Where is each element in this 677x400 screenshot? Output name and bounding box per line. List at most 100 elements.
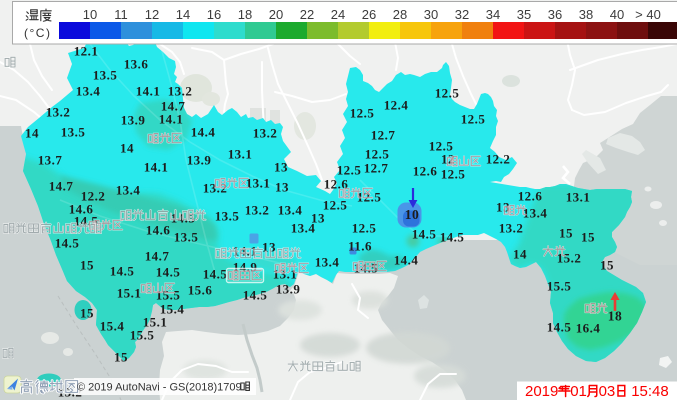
svg-text:11: 11 [114, 7, 128, 22]
svg-text:13: 13 [496, 200, 510, 215]
svg-text:14.5: 14.5 [110, 264, 135, 279]
svg-text:13.7: 13.7 [38, 153, 63, 168]
svg-text:13: 13 [275, 180, 289, 195]
svg-text:12.2: 12.2 [486, 152, 511, 167]
svg-text:01: 01 [570, 383, 587, 400]
svg-text:32: 32 [455, 7, 469, 22]
svg-text:15.4: 15.4 [160, 302, 185, 317]
svg-text:13: 13 [311, 211, 325, 226]
svg-text:38: 38 [579, 7, 593, 22]
svg-text:(°C): (°C) [24, 26, 51, 40]
svg-text:15.1: 15.1 [117, 286, 142, 301]
svg-text:13.1: 13.1 [566, 190, 591, 205]
svg-text:13.5: 13.5 [215, 209, 240, 224]
svg-text:14.6: 14.6 [69, 202, 94, 217]
svg-text:16.4: 16.4 [576, 321, 601, 336]
svg-text:14: 14 [25, 126, 39, 141]
svg-text:22: 22 [300, 7, 314, 22]
svg-text:14.5: 14.5 [55, 236, 80, 251]
svg-text:13.9: 13.9 [187, 153, 212, 168]
svg-text:13: 13 [262, 240, 276, 255]
svg-text:14.7: 14.7 [49, 179, 74, 194]
svg-text:12.6: 12.6 [518, 189, 543, 204]
svg-text:© 2019 AutoNavi - GS(2018)1709: © 2019 AutoNavi - GS(2018)1709 [77, 382, 242, 394]
svg-text:15: 15 [559, 226, 573, 241]
svg-text:10: 10 [405, 207, 419, 222]
svg-text:14.5: 14.5 [440, 230, 465, 245]
svg-text:13.2: 13.2 [499, 221, 524, 236]
svg-text:15.5: 15.5 [130, 328, 155, 343]
svg-text:14: 14 [120, 141, 134, 156]
svg-text:15: 15 [581, 230, 595, 245]
svg-text:18: 18 [608, 309, 622, 324]
svg-text:15.6: 15.6 [188, 283, 213, 298]
svg-text:14.1: 14.1 [144, 160, 169, 175]
svg-text:14.5: 14.5 [156, 265, 181, 280]
svg-text:03: 03 [599, 383, 616, 400]
svg-text:13.4: 13.4 [278, 203, 303, 218]
svg-text:14: 14 [176, 7, 190, 22]
svg-text:14.5: 14.5 [203, 267, 228, 282]
svg-text:12.5: 12.5 [323, 198, 348, 213]
svg-text:12.5: 12.5 [352, 221, 377, 236]
svg-text:12.5: 12.5 [435, 86, 460, 101]
svg-text:13.1: 13.1 [246, 176, 271, 191]
svg-text:13.2: 13.2 [168, 84, 193, 99]
svg-text:15.2: 15.2 [557, 251, 582, 266]
svg-text:13.1: 13.1 [228, 147, 253, 162]
svg-text:18: 18 [238, 7, 252, 22]
svg-text:10: 10 [83, 7, 97, 22]
svg-text:15.1: 15.1 [143, 315, 168, 330]
svg-text:14.5: 14.5 [243, 288, 268, 303]
svg-text:13.2: 13.2 [253, 126, 278, 141]
svg-text:14.4: 14.4 [394, 253, 419, 268]
svg-text:15:48: 15:48 [631, 383, 669, 400]
svg-text:13.5: 13.5 [61, 125, 86, 140]
svg-text:14.6: 14.6 [146, 223, 171, 238]
svg-text:26: 26 [362, 7, 376, 22]
svg-text:12.2: 12.2 [81, 189, 106, 204]
svg-text:13.4: 13.4 [291, 221, 316, 236]
svg-text:15.4: 15.4 [100, 319, 125, 334]
svg-text:12.5: 12.5 [441, 167, 466, 182]
svg-text:13.2: 13.2 [245, 203, 270, 218]
svg-text:12.5: 12.5 [337, 163, 362, 178]
svg-text:13.4: 13.4 [76, 84, 101, 99]
svg-text:14.7: 14.7 [145, 249, 170, 264]
svg-text:14: 14 [513, 247, 527, 262]
svg-text:13.5: 13.5 [174, 230, 199, 245]
svg-text:13.2: 13.2 [46, 105, 71, 120]
svg-text:12.7: 12.7 [371, 128, 396, 143]
svg-text:13: 13 [274, 160, 288, 175]
svg-text:34: 34 [486, 7, 500, 22]
svg-text:14.1: 14.1 [159, 112, 184, 127]
svg-text:28: 28 [393, 7, 407, 22]
svg-text:15: 15 [114, 350, 128, 365]
svg-text:12.1: 12.1 [74, 44, 99, 59]
svg-text:16: 16 [207, 7, 221, 22]
svg-text:13.6: 13.6 [124, 57, 149, 72]
svg-text:14.5: 14.5 [547, 320, 572, 335]
svg-text:15: 15 [600, 258, 614, 273]
svg-text:14.4: 14.4 [191, 125, 216, 140]
svg-text:15: 15 [80, 306, 94, 321]
svg-text:35: 35 [517, 7, 531, 22]
svg-text:20: 20 [269, 7, 283, 22]
svg-text:14.1: 14.1 [136, 84, 161, 99]
svg-text:12.4: 12.4 [384, 98, 409, 113]
svg-text:12.5: 12.5 [461, 112, 486, 127]
svg-text:12.7: 12.7 [364, 161, 389, 176]
svg-text:14.5: 14.5 [412, 227, 437, 242]
svg-text:14.7: 14.7 [161, 99, 186, 114]
svg-text:12: 12 [145, 7, 159, 22]
svg-text:12.5: 12.5 [429, 139, 454, 154]
svg-text:12.6: 12.6 [324, 177, 349, 192]
svg-text:24: 24 [331, 7, 345, 22]
svg-text:13.4: 13.4 [523, 206, 548, 221]
svg-text:12.6: 12.6 [413, 164, 438, 179]
svg-text:13.4: 13.4 [315, 255, 340, 270]
svg-text:12.5: 12.5 [350, 106, 375, 121]
svg-text:2019: 2019 [525, 383, 558, 400]
svg-text:15: 15 [80, 258, 94, 273]
svg-text:13.9: 13.9 [121, 113, 146, 128]
